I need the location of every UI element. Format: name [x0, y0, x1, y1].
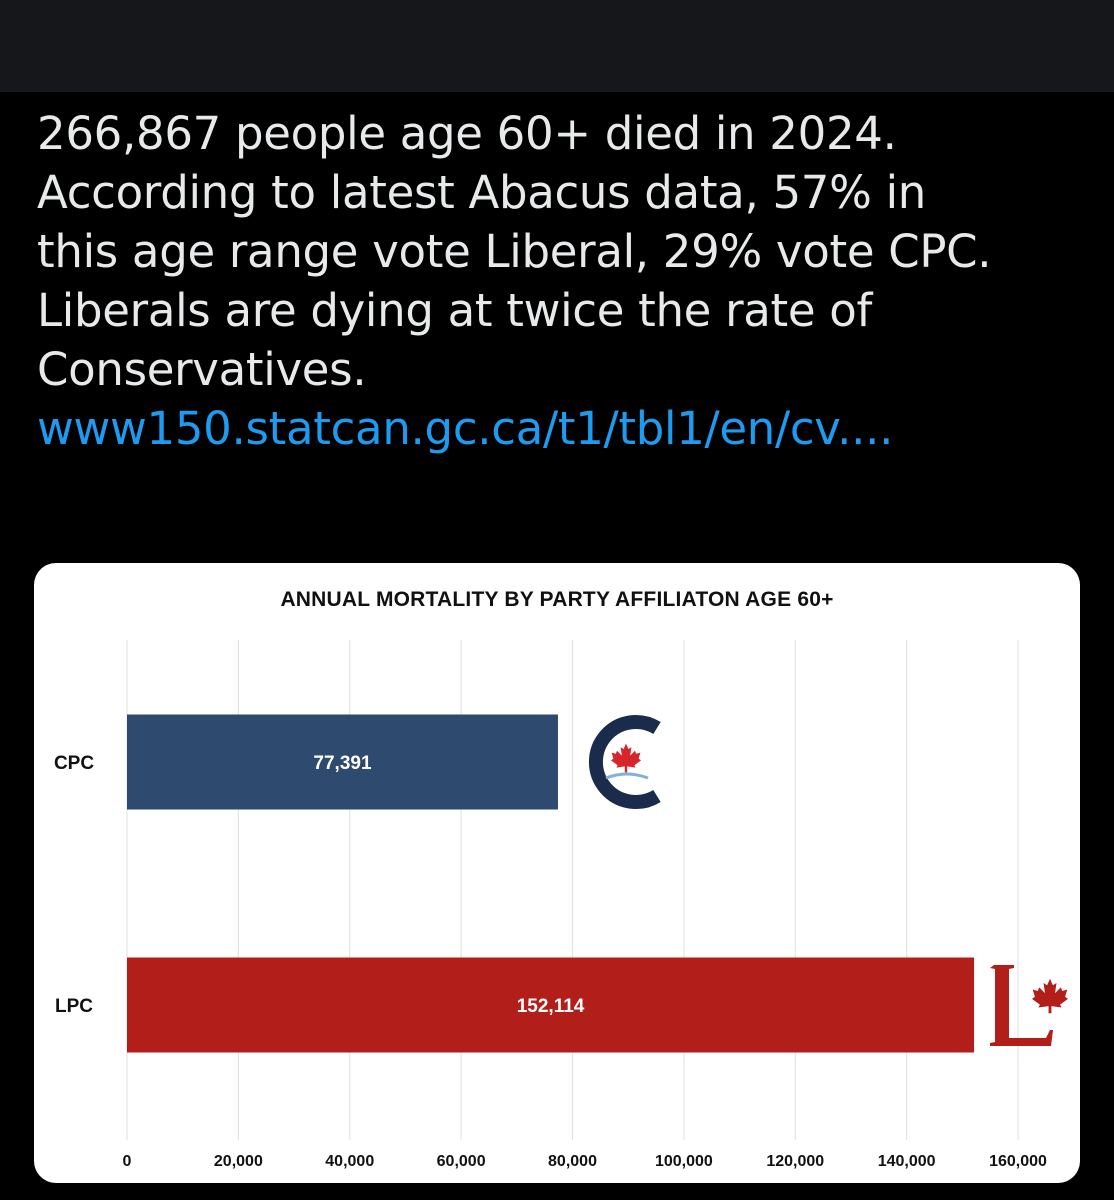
chart-category-labels: CPC LPC — [54, 753, 94, 1017]
bar-cpc[interactable] — [127, 714, 558, 810]
top-bar — [0, 0, 1114, 92]
post-line: Liberals are dying at twice the rate of — [37, 284, 873, 337]
bar-value-label: 77,391 — [313, 753, 372, 774]
post-line: 266,867 people age 60+ died in 2024. — [37, 107, 897, 160]
x-tick-label: 60,000 — [437, 1153, 486, 1170]
chart-title: ANNUAL MORTALITY BY PARTY AFFILIATON AGE… — [280, 588, 834, 611]
letter-l-shape — [990, 965, 1053, 1046]
swoosh — [605, 772, 649, 780]
x-tick-label: 40,000 — [325, 1153, 374, 1170]
cpc-ring — [589, 715, 661, 809]
chart-logos — [589, 715, 1068, 1046]
post-line: According to latest Abacus data, 57% in — [37, 166, 927, 219]
x-tick-label: 0 — [123, 1153, 132, 1170]
bar-value-label: 152,114 — [517, 996, 585, 1017]
category-label: LPC — [55, 996, 93, 1017]
post-line: this age range vote Liberal, 29% vote CP… — [37, 225, 992, 278]
source-link[interactable]: www150.statcan.gc.ca/t1/tbl1/en/cv.... — [37, 402, 894, 455]
chart-bars: 77,391 152,114 — [127, 714, 975, 1053]
x-tick-label: 140,000 — [878, 1153, 936, 1170]
lpc-logo-icon — [990, 965, 1068, 1046]
x-tick-label: 80,000 — [548, 1153, 597, 1170]
post-line: Conservatives. — [37, 343, 367, 396]
cpc-logo-icon — [589, 715, 661, 809]
post-text: 266,867 people age 60+ died in 2024. Acc… — [37, 104, 1097, 458]
x-tick-label: 100,000 — [655, 1153, 713, 1170]
category-label: CPC — [54, 753, 94, 774]
x-tick-label: 160,000 — [989, 1153, 1047, 1170]
maple-leaf-icon — [1032, 978, 1068, 1014]
bar-lpc[interactable] — [127, 957, 975, 1053]
chart-card[interactable] — [34, 563, 1080, 1183]
x-tick-label: 20,000 — [214, 1153, 263, 1170]
chart-tick-labels: 0 20,000 40,000 60,000 80,000 100,000 120,000 1… — [123, 1153, 1047, 1170]
x-tick-label: 120,000 — [766, 1153, 824, 1170]
maple-leaf-icon — [611, 743, 641, 773]
